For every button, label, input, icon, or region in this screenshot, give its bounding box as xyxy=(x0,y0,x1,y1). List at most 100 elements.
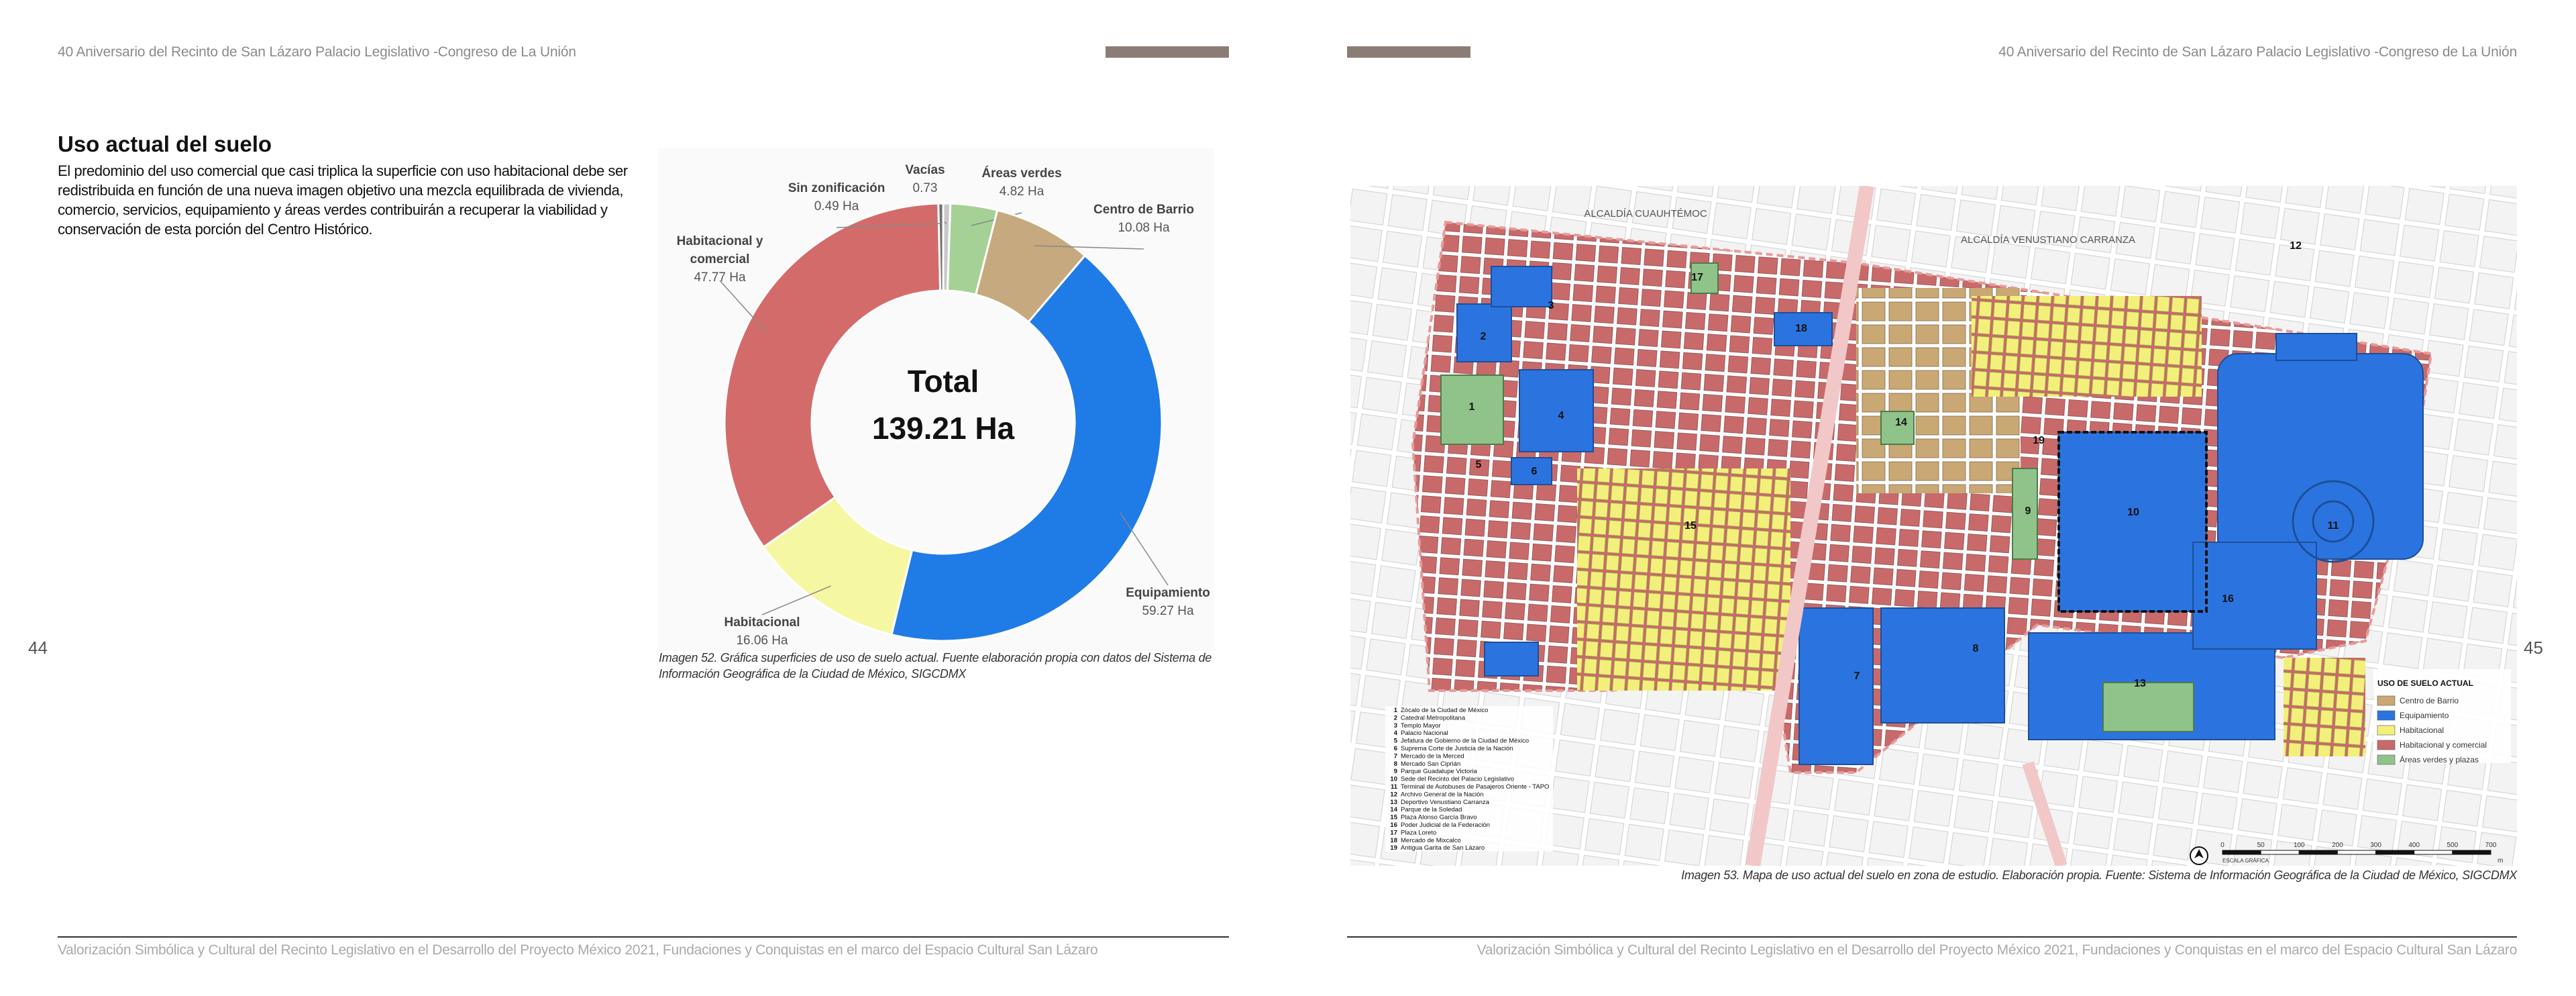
block xyxy=(1880,607,2005,724)
data-label: Centro de Barrio 10.08 Ha xyxy=(1070,201,1218,237)
place-name: Mercado San Ciprián xyxy=(1401,760,1460,768)
legend-swatch xyxy=(2377,710,2396,721)
map-label: 1 xyxy=(1469,401,1475,413)
place-number: 3 xyxy=(1394,722,1397,730)
block xyxy=(1519,369,1594,452)
legend-item: Habitacional xyxy=(2400,726,2444,735)
place-number: 5 xyxy=(1394,738,1398,745)
scale-tick: 400 xyxy=(2408,842,2420,849)
area-label: ALCALDÍA CUAUHTÉMOC xyxy=(1584,208,1707,219)
block xyxy=(2217,353,2424,560)
category-label: Equipamiento xyxy=(1126,586,1210,600)
place-number: 12 xyxy=(1390,791,1397,798)
data-label: Sin zonificación 0.49 Ha xyxy=(763,179,910,215)
chart-caption: Imagen 52. Gráfica superficies de uso de… xyxy=(659,651,1212,681)
legend-swatch xyxy=(2377,740,2396,750)
scale-segment xyxy=(2452,850,2491,855)
place-name: Parque de la Soledad xyxy=(1401,806,1462,813)
map-caption: Imagen 53. Mapa de uso actual del suelo … xyxy=(1681,868,2517,882)
donut-chart: Total 139.21 Ha xyxy=(657,148,1214,651)
yellow-zone xyxy=(1577,468,1790,691)
list-background xyxy=(1385,721,1553,730)
green-areas xyxy=(1440,262,2194,732)
block xyxy=(1774,312,1833,346)
center-value: 139.21 Ha xyxy=(872,411,1015,446)
block xyxy=(1456,303,1512,362)
place-number: 8 xyxy=(1394,760,1397,768)
list-background xyxy=(1385,836,1553,844)
avenue xyxy=(2022,761,2068,866)
list-background xyxy=(1385,759,1553,768)
scale-segment xyxy=(2260,850,2300,855)
data-label: Áreas verdes 4.82 Ha xyxy=(948,164,1095,201)
donut-slice xyxy=(723,202,942,549)
header-left: 40 Aniversario del Recinto de San Lázaro… xyxy=(58,44,576,60)
scale-segment xyxy=(2414,850,2453,855)
yellow-zone xyxy=(1972,296,2202,397)
leader-line xyxy=(1119,512,1169,586)
footer-rule xyxy=(58,936,1229,938)
tapo-dome xyxy=(2292,480,2375,563)
list-background xyxy=(1385,797,1553,806)
value-label: 47.77 Ha xyxy=(694,270,746,285)
list-background xyxy=(1385,813,1553,821)
map-label: 4 xyxy=(1558,410,1564,421)
green-block xyxy=(2102,682,2194,732)
block xyxy=(2058,432,2207,612)
legend-background xyxy=(2373,669,2511,763)
data-label: Habitacional 16.06 Ha xyxy=(688,613,836,650)
center-label: Total xyxy=(908,364,979,399)
legend-swatch xyxy=(2377,754,2396,765)
scale-tick: 200 xyxy=(2332,842,2343,849)
category-label: Áreas verdes xyxy=(981,166,1062,181)
legend-swatch xyxy=(2377,695,2396,706)
place-name: Deportivo Venustiano Carranza xyxy=(1401,799,1490,806)
recinto-outline xyxy=(2057,431,2208,613)
category-label: Habitacional y comercial xyxy=(676,234,763,266)
scale-tick: 100 xyxy=(2294,842,2305,849)
value-label: 4.82 Ha xyxy=(999,185,1044,199)
map-label: 17 xyxy=(1691,272,1703,283)
place-name: Antigua Garita de San Lázaro xyxy=(1401,844,1485,852)
map-label: 3 xyxy=(1548,300,1554,311)
scale-segment xyxy=(2337,850,2377,855)
legend-item: Centro de Barrio xyxy=(2400,696,2459,705)
map-label: 5 xyxy=(1476,459,1482,470)
place-name: Plaza Loreto xyxy=(1401,829,1436,836)
place-number: 19 xyxy=(1390,844,1397,852)
map-label: 6 xyxy=(1532,466,1538,477)
map-label: 2 xyxy=(1481,331,1487,342)
place-name: Sede del Recinto del Palacio Legislativo xyxy=(1401,776,1514,783)
legend-item: Equipamiento xyxy=(2400,711,2449,720)
scale-segment xyxy=(2375,850,2415,855)
scale-tick: 300 xyxy=(2370,842,2381,849)
list-background xyxy=(1385,775,1553,783)
place-name: Archivo General de la Nación xyxy=(1401,791,1484,798)
scale-tick: 700 xyxy=(2485,842,2497,849)
map-label: 11 xyxy=(2328,520,2339,532)
legend-swatch xyxy=(2377,725,2396,736)
place-name: Jefatura de Gobierno de la Ciudad de Méx… xyxy=(1401,738,1529,745)
data-label: Habitacional y comercial 47.77 Ha xyxy=(673,232,767,287)
green-block xyxy=(1690,262,1719,294)
list-background xyxy=(1385,828,1553,836)
place-number: 7 xyxy=(1394,752,1397,760)
place-number: 15 xyxy=(1390,814,1397,821)
list-background xyxy=(1385,752,1553,760)
place-name: Plaza Alonso García Bravo xyxy=(1401,814,1477,821)
place-name: Poder Judicial de la Federación xyxy=(1401,821,1490,829)
place-name: Palacio Nacional xyxy=(1401,730,1448,737)
header-bar xyxy=(1347,46,1470,58)
map-label: 7 xyxy=(1854,670,1860,682)
list-background xyxy=(1385,805,1553,813)
place-name: Catedral Metropolitana xyxy=(1401,714,1466,721)
data-label: Vacías 0.73 xyxy=(851,161,999,197)
list-background xyxy=(1385,744,1553,752)
leader-line xyxy=(836,223,941,228)
place-number: 4 xyxy=(1394,730,1398,737)
green-block xyxy=(1880,411,1915,445)
map-label: 15 xyxy=(1684,520,1697,532)
place-number: 11 xyxy=(1391,783,1398,791)
list-background xyxy=(1385,767,1553,775)
